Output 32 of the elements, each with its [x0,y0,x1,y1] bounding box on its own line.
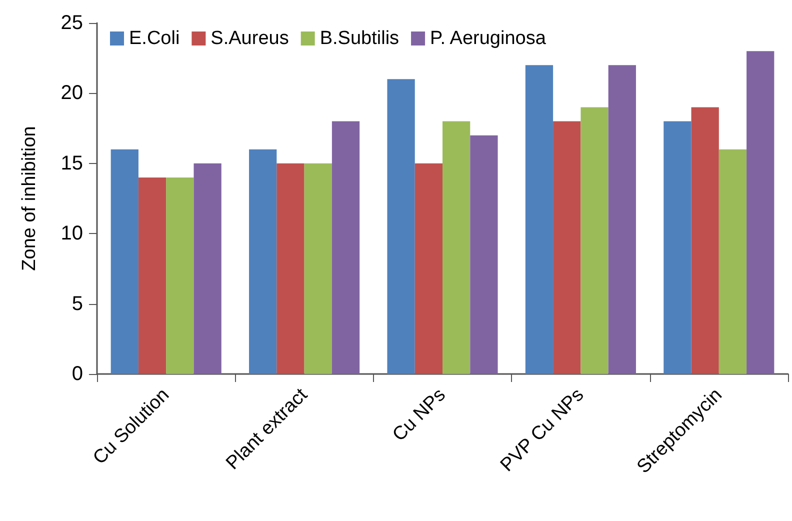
bar [414,163,442,374]
legend-label: E.Coli [129,28,180,49]
y-tick-label: 5 [72,292,83,315]
bar [608,65,636,374]
bar [580,107,608,374]
bar [664,121,692,374]
bar [304,163,332,374]
bar [166,177,194,374]
y-tick-label: 20 [60,82,83,104]
bar [138,177,166,374]
y-tick-label: 25 [60,12,83,34]
bar [332,121,360,374]
x-tick-label: Cu NPs [388,384,450,446]
legend-label: P. Aeruginosa [430,28,546,49]
bar [691,107,719,374]
bar [276,163,304,374]
bar [442,121,470,374]
bar [194,163,222,374]
y-axis-title: Zone of inhibition [19,126,40,271]
legend-label: B.Subtilis [320,28,400,49]
bar [249,149,277,374]
bar [387,79,415,374]
bar [718,149,747,374]
y-tick-label: 15 [60,152,83,174]
y-tick-label: 0 [72,363,83,385]
bar [470,135,498,374]
bar [746,51,774,374]
bar [525,65,554,374]
legend-label: S.Aureus [210,28,289,49]
bar [110,149,138,374]
y-tick-label: 10 [60,222,83,245]
bar [553,121,581,374]
